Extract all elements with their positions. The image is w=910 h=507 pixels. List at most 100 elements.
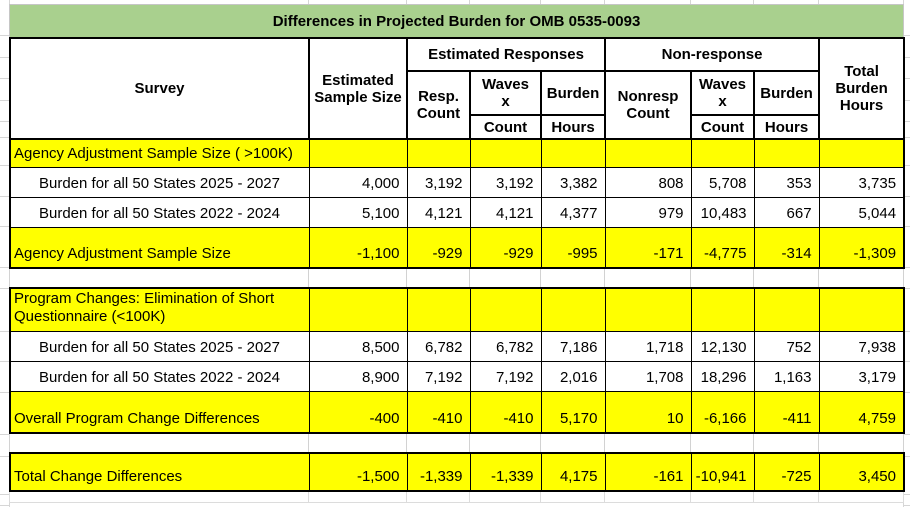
value-cell[interactable]: 12,130	[690, 330, 755, 362]
table-row: Burden for all 50 States 2022 - 2024 8,9…	[9, 360, 905, 392]
value-cell[interactable]	[690, 287, 755, 332]
value-cell[interactable]: 5,170	[540, 390, 606, 434]
row-label-cell[interactable]: Program Changes: Elimination of Short Qu…	[9, 287, 310, 332]
value-cell[interactable]: 5,100	[308, 196, 408, 228]
value-cell[interactable]: 3,450	[818, 452, 905, 492]
value-cell[interactable]	[308, 287, 408, 332]
value-cell[interactable]: -410	[469, 390, 542, 434]
value-cell[interactable]: 4,759	[818, 390, 905, 434]
value-cell[interactable]: 3,382	[540, 166, 606, 198]
value-cell[interactable]: -171	[604, 226, 692, 269]
value-cell[interactable]: -400	[308, 390, 408, 434]
value-cell[interactable]: 10	[604, 390, 692, 434]
value-cell[interactable]: 4,121	[469, 196, 542, 228]
value-cell[interactable]: 979	[604, 196, 692, 228]
header-survey[interactable]: Survey	[9, 37, 310, 140]
value-cell[interactable]: 4,175	[540, 452, 606, 492]
value-cell[interactable]: 3,192	[469, 166, 542, 198]
header-resp-burden-hours[interactable]: Hours	[539, 114, 607, 140]
value-cell[interactable]: -995	[540, 226, 606, 269]
value-cell[interactable]	[818, 138, 905, 168]
row-label-cell[interactable]: Agency Adjustment Sample Size	[9, 226, 310, 269]
header-nonresp-burden[interactable]: Burden	[753, 70, 821, 116]
value-cell[interactable]: 3,179	[818, 360, 905, 392]
value-cell[interactable]: -161	[604, 452, 692, 492]
header-group-non-response[interactable]: Non-response	[604, 37, 821, 72]
row-label-cell[interactable]: Burden for all 50 States 2025 - 2027	[9, 166, 310, 198]
value-cell[interactable]: 10,483	[690, 196, 755, 228]
value-cell[interactable]	[406, 138, 471, 168]
value-cell[interactable]: 18,296	[690, 360, 755, 392]
row-label-cell[interactable]: Overall Program Change Differences	[9, 390, 310, 434]
header-resp-burden[interactable]: Burden	[539, 70, 607, 116]
value-cell[interactable]: -725	[753, 452, 820, 492]
value-cell[interactable]: 5,708	[690, 166, 755, 198]
value-cell[interactable]	[406, 287, 471, 332]
header-resp-count[interactable]: Resp. Count	[406, 70, 471, 140]
row-label-cell[interactable]: Burden for all 50 States 2025 - 2027	[9, 330, 310, 362]
header-resp-waves-x[interactable]: Waves x	[469, 70, 542, 116]
sheet-top-margin	[0, 0, 910, 4]
value-cell[interactable]: 8,900	[308, 360, 408, 392]
header-nonresp-waves-count[interactable]: Count	[690, 114, 756, 140]
value-cell[interactable]: 7,192	[469, 360, 542, 392]
value-cell[interactable]: -929	[469, 226, 542, 269]
value-cell[interactable]	[469, 287, 542, 332]
value-cell[interactable]: -4,775	[690, 226, 755, 269]
value-cell[interactable]	[604, 138, 692, 168]
value-cell[interactable]: 6,782	[469, 330, 542, 362]
value-cell[interactable]: 4,000	[308, 166, 408, 198]
value-cell[interactable]: 4,121	[406, 196, 471, 228]
value-cell[interactable]	[308, 138, 408, 168]
value-cell[interactable]: 667	[753, 196, 820, 228]
header-nonresp-count[interactable]: Nonresp Count	[604, 70, 693, 140]
value-cell[interactable]: -929	[406, 226, 471, 269]
value-cell[interactable]	[540, 138, 606, 168]
value-cell[interactable]: 2,016	[540, 360, 606, 392]
value-cell[interactable]: -1,100	[308, 226, 408, 269]
value-cell[interactable]	[690, 138, 755, 168]
value-cell[interactable]: 3,192	[406, 166, 471, 198]
value-cell[interactable]	[604, 287, 692, 332]
value-cell[interactable]: -1,500	[308, 452, 408, 492]
row-label-cell[interactable]: Burden for all 50 States 2022 - 2024	[9, 196, 310, 228]
value-cell[interactable]: 7,938	[818, 330, 905, 362]
value-cell[interactable]	[753, 287, 820, 332]
value-cell[interactable]: -1,309	[818, 226, 905, 269]
row-label-cell[interactable]: Total Change Differences	[9, 452, 310, 492]
value-cell[interactable]: 8,500	[308, 330, 408, 362]
value-cell[interactable]	[540, 287, 606, 332]
value-cell[interactable]: -411	[753, 390, 820, 434]
value-cell[interactable]: 4,377	[540, 196, 606, 228]
value-cell[interactable]: -10,941	[690, 452, 755, 492]
value-cell[interactable]: -1,339	[469, 452, 542, 492]
value-cell[interactable]: -410	[406, 390, 471, 434]
value-cell[interactable]	[469, 138, 542, 168]
value-cell[interactable]: 7,192	[406, 360, 471, 392]
value-cell[interactable]: -314	[753, 226, 820, 269]
row-label-cell[interactable]: Burden for all 50 States 2022 - 2024	[9, 360, 310, 392]
value-cell[interactable]	[753, 138, 820, 168]
header-estimated-sample-size[interactable]: Estimated Sample Size	[308, 37, 408, 140]
row-label-cell[interactable]: Agency Adjustment Sample Size ( >100K)	[9, 138, 310, 168]
value-cell[interactable]: 1,163	[753, 360, 820, 392]
table-title[interactable]: Differences in Projected Burden for OMB …	[8, 4, 905, 37]
header-group-estimated-responses[interactable]: Estimated Responses	[405, 37, 607, 72]
header-nonresp-burden-hours[interactable]: Hours	[753, 114, 821, 140]
header-total-burden-hours[interactable]: Total Burden Hours	[818, 37, 906, 140]
value-cell[interactable]: 5,044	[818, 196, 905, 228]
value-cell[interactable]	[818, 287, 905, 332]
value-cell[interactable]: 808	[604, 166, 692, 198]
value-cell[interactable]: 752	[753, 330, 820, 362]
value-cell[interactable]: -6,166	[690, 390, 755, 434]
value-cell[interactable]: 7,186	[540, 330, 606, 362]
section-total: Total Change Differences -1,500 -1,339 -…	[9, 452, 905, 492]
value-cell[interactable]: 353	[753, 166, 820, 198]
header-nonresp-waves-x[interactable]: Waves x	[690, 70, 756, 116]
value-cell[interactable]: 1,718	[604, 330, 692, 362]
value-cell[interactable]: 6,782	[406, 330, 471, 362]
value-cell[interactable]: -1,339	[406, 452, 471, 492]
header-resp-waves-count[interactable]: Count	[469, 114, 542, 140]
value-cell[interactable]: 3,735	[818, 166, 905, 198]
value-cell[interactable]: 1,708	[604, 360, 692, 392]
